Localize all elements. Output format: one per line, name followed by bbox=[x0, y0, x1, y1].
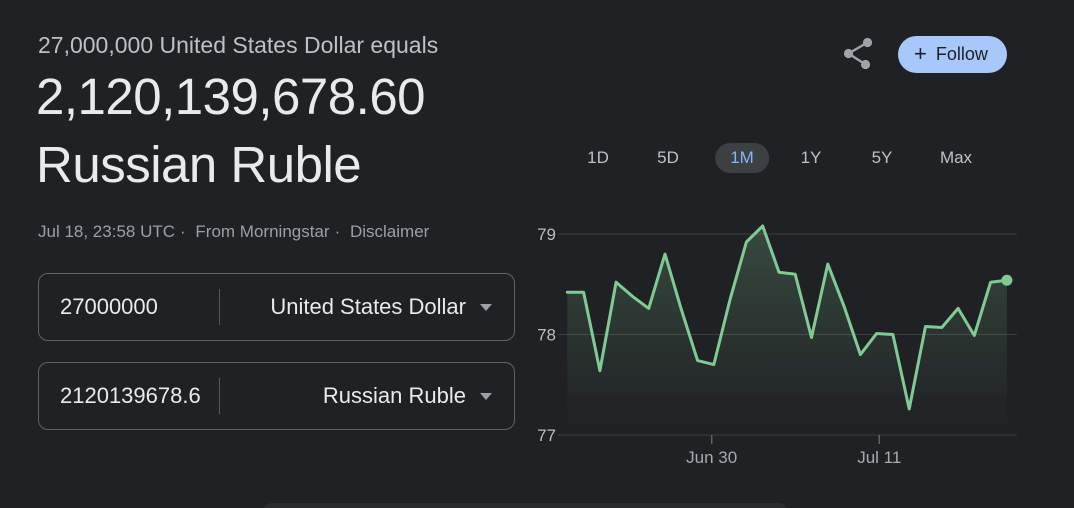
currency-select-to[interactable]: Russian Ruble bbox=[322, 383, 466, 408]
amount-input-from[interactable]: 27000000 bbox=[60, 294, 158, 319]
follow-button-label: Follow bbox=[935, 44, 988, 64]
converter-to-box: 2120139678.6 Russian Ruble bbox=[38, 362, 515, 430]
currency-select-from[interactable]: United States Dollar bbox=[270, 294, 466, 319]
chart-generated: 79 78 77 Jun 30 Jul 11 bbox=[537, 224, 1017, 467]
quote-meta-line: Jul 18, 23:58 UTC · From Morningstar · Dis… bbox=[38, 221, 433, 243]
tab-5y[interactable]: 5Y bbox=[871, 148, 893, 167]
input-divider bbox=[219, 378, 220, 414]
quote-source: From Morningstar bbox=[195, 222, 330, 241]
svg-text:Jul 11: Jul 11 bbox=[857, 448, 901, 467]
svg-text:77: 77 bbox=[537, 426, 556, 445]
tab-1y[interactable]: 1Y bbox=[800, 148, 822, 167]
quote-timestamp: Jul 18, 23:58 UTC bbox=[38, 222, 176, 241]
tab-max[interactable]: Max bbox=[939, 148, 973, 167]
svg-text:Jun 30: Jun 30 bbox=[686, 448, 737, 467]
conversion-equals-line: 27,000,000 United States Dollar equals bbox=[38, 32, 439, 58]
tab-5d[interactable]: 5D bbox=[657, 148, 679, 167]
meta-separator: · bbox=[334, 222, 341, 241]
svg-text:79: 79 bbox=[537, 225, 556, 244]
disclaimer-link[interactable]: Disclaimer bbox=[349, 222, 430, 241]
converted-amount: 2,120,139,678.60 bbox=[36, 68, 426, 125]
meta-separator: · bbox=[180, 222, 186, 241]
rate-chart[interactable]: 79 78 77 Jun 30 Jul 11 bbox=[530, 205, 1050, 477]
chevron-down-icon[interactable] bbox=[480, 304, 492, 311]
share-button[interactable] bbox=[842, 34, 876, 72]
follow-button[interactable]: + Follow bbox=[898, 36, 1007, 73]
chevron-down-icon[interactable] bbox=[480, 393, 492, 400]
tab-1m[interactable]: 1M bbox=[715, 143, 769, 173]
converter-from-box: 27000000 United States Dollar bbox=[38, 273, 515, 341]
converted-currency-name: Russian Ruble bbox=[36, 136, 362, 193]
share-icon bbox=[843, 37, 873, 70]
amount-input-to[interactable]: 2120139678.6 bbox=[60, 383, 201, 408]
tab-1d[interactable]: 1D bbox=[587, 148, 609, 167]
plus-icon: + bbox=[914, 40, 927, 66]
svg-text:78: 78 bbox=[537, 326, 556, 345]
next-card-top-edge bbox=[262, 503, 788, 508]
input-divider bbox=[219, 289, 220, 325]
